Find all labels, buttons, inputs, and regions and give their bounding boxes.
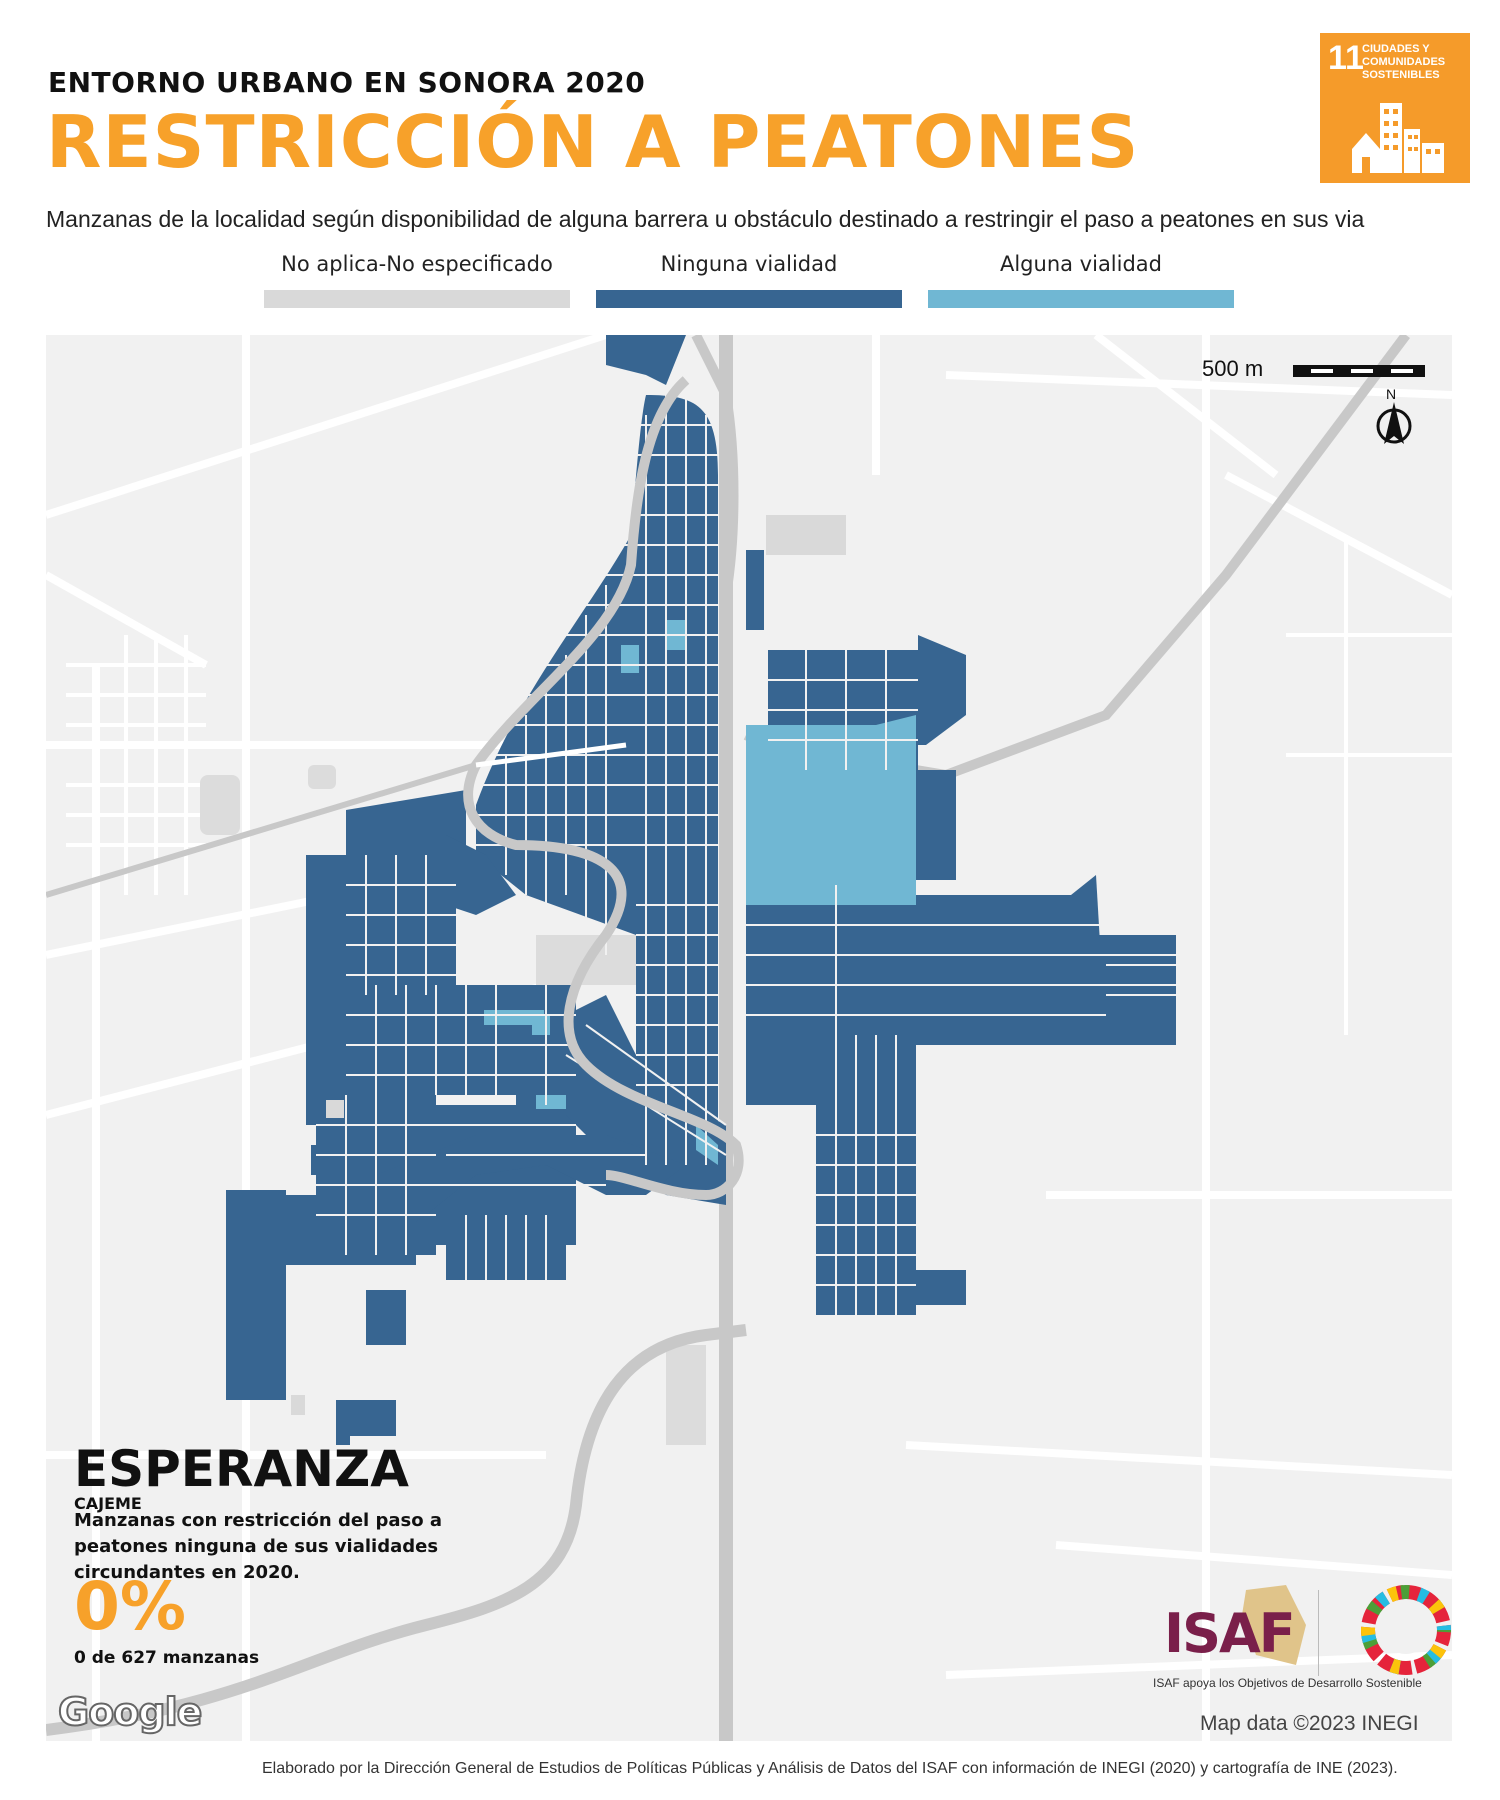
map-canvas[interactable] [46,335,1452,1741]
legend-label-ninguna: Ninguna vialidad [660,252,838,276]
blocks-no-aplica [291,515,846,1415]
legend-swatch-ninguna [596,290,902,308]
supertitle: ENTORNO URBANO EN SONORA 2020 [48,66,646,99]
scale-bar [1293,365,1425,377]
highway-north-branch [691,335,739,596]
legend-label-alguna: Alguna vialidad [999,252,1163,276]
background-roads [46,335,1452,1741]
legend-swatch-alguna [928,290,1234,308]
percentage-value: 0% [74,1568,187,1645]
locality-description: Manzanas con restricción del paso a peat… [74,1510,443,1583]
logo-divider [1318,1590,1319,1676]
sdg-11-badge: 11 CIUDADES Y COMUNIDADES SOSTENIBLES [1320,33,1470,183]
highway-southwest [46,1324,747,1736]
sdg-number: 11 [1328,39,1364,77]
map-data-attribution: Map data ©2023 INEGI [1200,1712,1419,1735]
blocks-ninguna [226,335,1176,1445]
north-label: N [1386,386,1397,402]
legend-swatch-no-aplica [264,290,570,308]
street-diagonal [475,742,627,768]
legend-label-no-aplica: No aplica-No especificado [281,252,553,276]
credits: Elaborado por la Dirección General de Es… [262,1760,1398,1777]
subtitle: Manzanas de la localidad según disponibi… [46,206,1365,232]
isaf-wordmark: ISAF [1164,1602,1296,1665]
scale-label: 500 m [1202,356,1264,381]
isaf-tagline: ISAF apoya los Objetivos de Desarrollo S… [1153,1676,1422,1690]
google-logo: Google [57,1689,203,1735]
locality-name: ESPERANZA [74,1440,409,1498]
main-curved-road [463,376,744,1201]
sdg-wheel-icon [1361,1585,1451,1675]
block-count: 0 de 627 manzanas [74,1648,260,1668]
city-buildings-icon [1352,103,1444,173]
map-svg [46,335,1452,1741]
isaf-logo [1242,1585,1306,1665]
secondary-road-west [46,762,477,898]
locality-municipality: CAJEME [74,1494,142,1513]
north-arrow-icon: N [1372,386,1416,452]
page-title: RESTRICCIÓN A PEATONES [46,100,1140,184]
sdg-text: CIUDADES Y COMUNIDADES SOSTENIBLES [1362,43,1446,81]
